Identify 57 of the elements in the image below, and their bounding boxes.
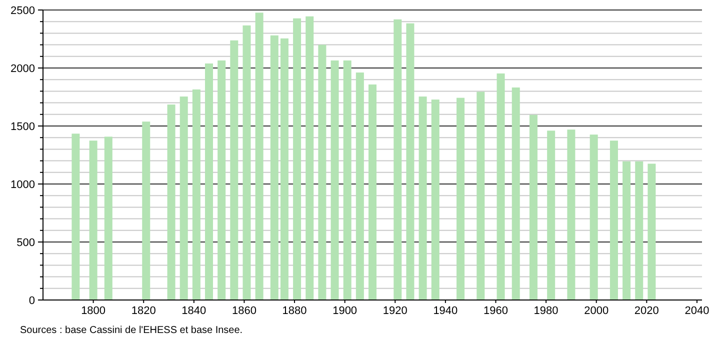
x-tick-label: 2040 (684, 305, 710, 317)
x-tick-label: 1840 (182, 305, 206, 317)
bar (648, 164, 656, 300)
x-tick-label: 1920 (382, 305, 408, 317)
bar (512, 87, 520, 300)
bar (343, 60, 352, 300)
bar (270, 35, 278, 300)
x-tick-label: 2000 (584, 305, 609, 317)
bar (394, 19, 402, 300)
y-tick-label: 2500 (10, 4, 35, 17)
bar (104, 136, 112, 300)
bar (330, 60, 339, 300)
bar (306, 16, 314, 300)
x-tick-label: 1980 (534, 305, 558, 317)
bar (590, 134, 598, 300)
bar (567, 130, 576, 300)
bar (72, 134, 80, 300)
x-tick-label: 1880 (282, 305, 307, 317)
x-tick-label: 1800 (81, 305, 106, 317)
bar (293, 18, 302, 300)
x-tick-label: 1820 (131, 305, 156, 317)
y-tick-label: 1000 (10, 178, 35, 191)
bar (205, 63, 214, 300)
bar (280, 38, 288, 300)
y-tick-label: 500 (16, 236, 35, 249)
y-tick-label: 2000 (10, 62, 35, 75)
bar (318, 44, 326, 300)
bar (431, 100, 440, 300)
bar (242, 25, 251, 300)
x-tick-label: 1940 (433, 305, 458, 317)
bar (230, 40, 238, 300)
x-tick-label: 1860 (232, 305, 256, 317)
bar (356, 72, 364, 300)
x-tick-label: 1960 (484, 305, 508, 317)
bar (635, 161, 644, 300)
bar (622, 161, 631, 300)
bar (368, 84, 376, 300)
bar (142, 122, 150, 300)
bar (610, 140, 618, 300)
bar (167, 104, 176, 300)
bar (496, 73, 505, 300)
bar (218, 60, 226, 300)
bar (547, 130, 556, 300)
y-tick-label: 0 (28, 294, 35, 307)
source-note: Sources : base Cassini de l'EHESS et base Insee. (20, 325, 243, 336)
x-tick-label: 2020 (634, 305, 659, 317)
bar (418, 96, 427, 300)
x-tick-label: 1900 (332, 305, 358, 317)
y-tick-label: 1500 (10, 120, 35, 133)
bar (192, 89, 200, 300)
bar (529, 114, 538, 300)
bar (255, 12, 264, 300)
bar (89, 140, 98, 300)
bar (406, 23, 414, 300)
bar (456, 98, 465, 300)
bar (180, 96, 188, 300)
bar (476, 92, 485, 300)
